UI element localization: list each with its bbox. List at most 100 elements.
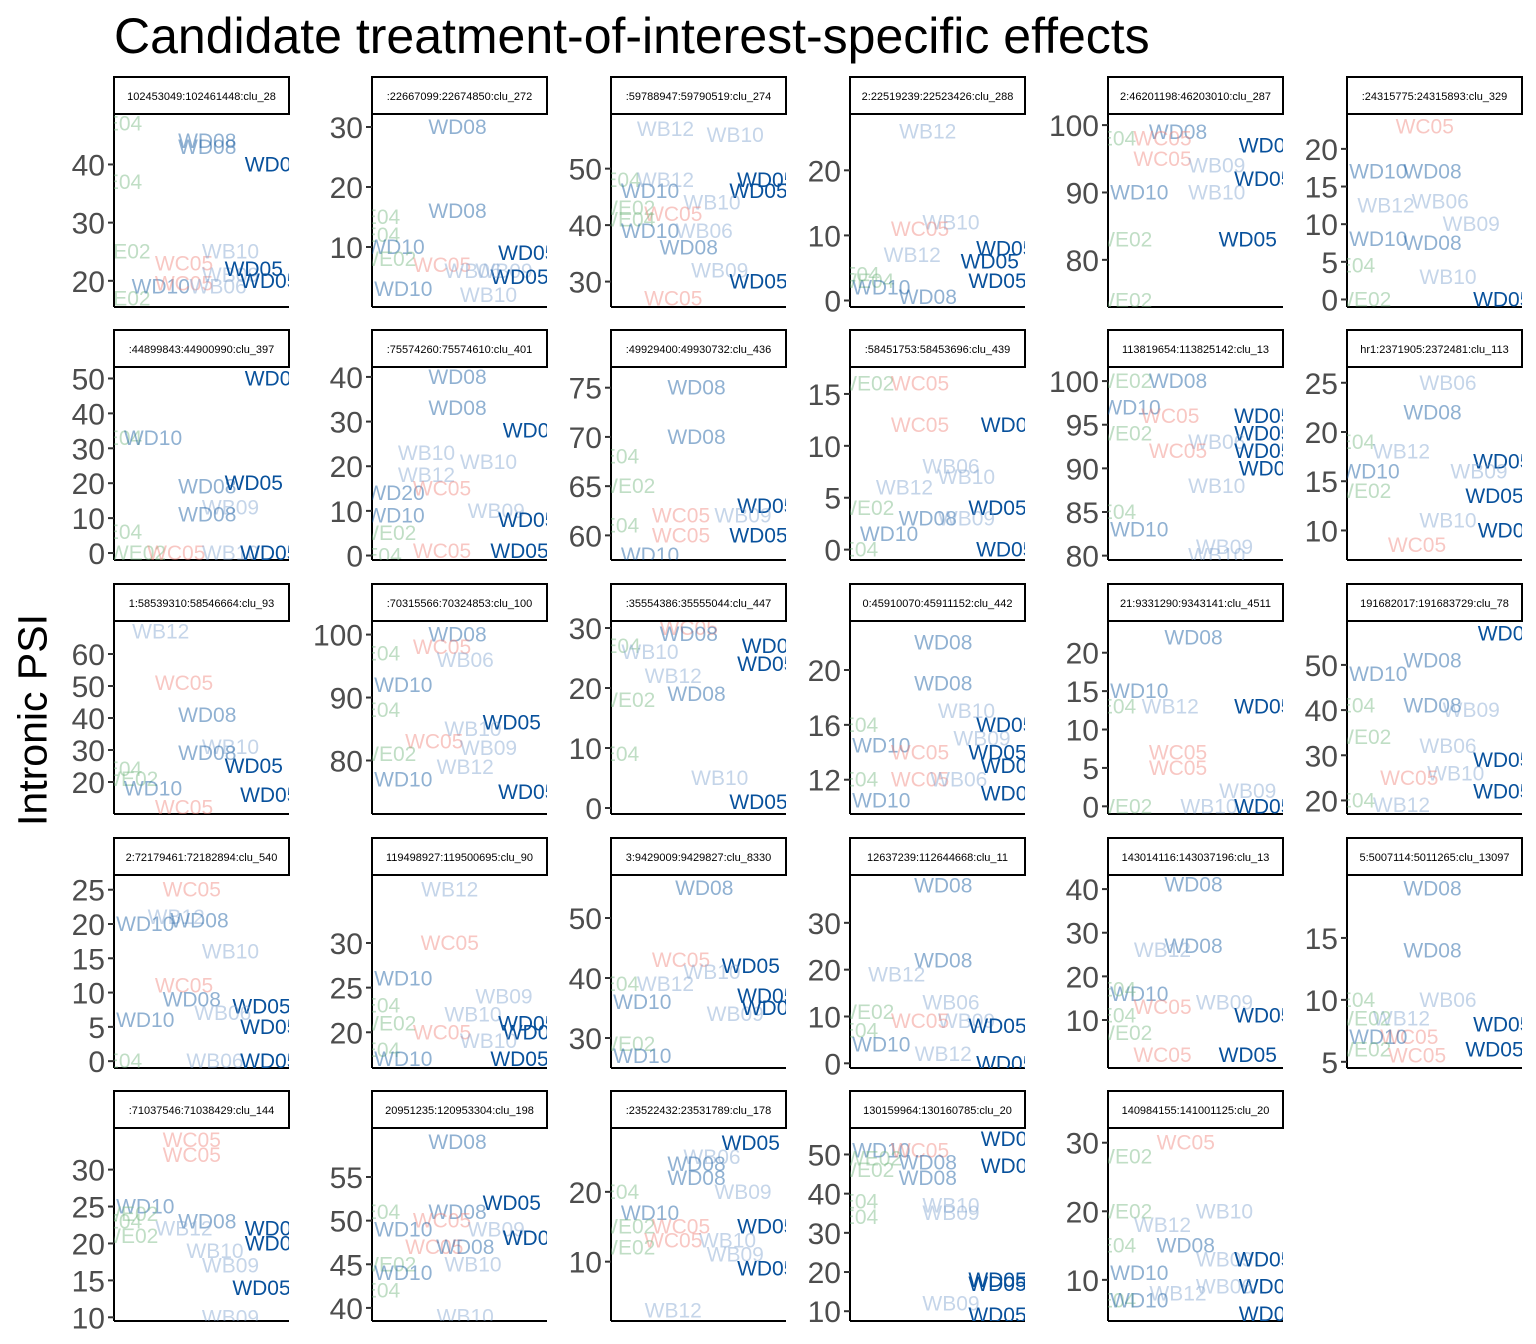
point-label: WD05	[729, 524, 787, 547]
point-label: WB09	[1219, 780, 1276, 803]
y-tick-label: 10	[1066, 1005, 1099, 1038]
facet-strip-label: :23522432:23531789:clu_178	[626, 1105, 772, 1117]
point-label: WD05	[240, 1050, 298, 1073]
y-tick-label: 40	[569, 210, 602, 243]
point-label: E04	[1338, 431, 1376, 454]
y-tick-label: 80	[1066, 541, 1099, 574]
point-label: WE02	[598, 689, 655, 712]
point-label: WC05	[652, 505, 710, 528]
point-label: WC05	[891, 1140, 949, 1163]
facet-strip-box	[113, 76, 290, 115]
facet-strip-box	[849, 76, 1026, 115]
point-label: WE02	[93, 287, 150, 310]
point-label: WC05	[155, 672, 213, 695]
y-tick-label: 40	[72, 149, 105, 182]
facet-points: WD08WD08E04E04WD10WD10WC05WE02WB10WB09WD…	[363, 116, 548, 307]
point-label: WC05	[155, 252, 213, 275]
point-label: WB10	[1196, 1200, 1253, 1223]
point-label: WD10	[1341, 460, 1399, 483]
point-label: WC05	[891, 741, 949, 764]
point-label: WB09	[922, 1202, 979, 1225]
facet-panel: :49929400:49930732:clu_436 60 65 70 75 WD08 WD…	[569, 329, 787, 561]
y-tick-label: 30	[1305, 740, 1338, 773]
point-label: WD10	[1110, 680, 1168, 703]
point-label: WB09	[1196, 536, 1253, 559]
facet-strip-label: 3:9429009:9429827:clu_8330	[626, 852, 772, 864]
point-label: WB12	[1134, 939, 1191, 962]
point-label: WD05	[245, 1218, 303, 1241]
point-label: WD10	[613, 991, 671, 1014]
point-label: WB06	[1419, 735, 1476, 758]
point-label: WB06	[676, 220, 733, 243]
point-label: WD05	[225, 258, 283, 281]
y-tick-label: 0	[88, 538, 105, 571]
point-label: WD05	[1234, 1248, 1292, 1271]
point-label: WB12	[132, 621, 189, 644]
point-label: WD08	[899, 507, 957, 530]
point-label: WD05	[232, 995, 290, 1018]
point-label: WE02	[1095, 1200, 1152, 1223]
point-label: WB12	[398, 464, 455, 487]
point-label: E04	[1338, 789, 1376, 812]
point-label: WB12	[437, 756, 494, 779]
point-label: WB12	[1373, 441, 1430, 464]
point-label: WD08	[170, 910, 228, 933]
point-label: WC05	[1133, 996, 1191, 1019]
point-label: WD05	[240, 270, 298, 293]
point-label: WD10	[1110, 518, 1168, 541]
point-label: WD05	[1473, 749, 1531, 772]
point-label: WE04	[598, 208, 656, 231]
point-label: WD05	[981, 782, 1039, 805]
point-label: E04	[602, 515, 640, 538]
y-tick-label: 20	[72, 1228, 105, 1261]
point-label: WD05	[1239, 134, 1297, 157]
point-label: WD08	[163, 988, 221, 1011]
chart-title: Candidate treatment-of-interest-specific…	[114, 8, 1150, 64]
y-tick-label: 10	[72, 978, 105, 1011]
facet-panel: 2:22519239:22523426:clu_288 0 10 20 WB12 WB10…	[808, 76, 1026, 318]
point-label: WD05	[498, 781, 556, 804]
point-label: E04	[603, 169, 641, 192]
y-tick-label: 65	[569, 471, 602, 504]
point-label: E04	[1099, 1289, 1137, 1312]
point-label: E04	[105, 758, 143, 781]
point-label: E04	[363, 994, 401, 1017]
facet-strip-box	[1346, 583, 1523, 622]
point-label: WB06	[1188, 431, 1245, 454]
point-label: E04	[841, 539, 879, 562]
point-label: WD08	[1403, 877, 1461, 900]
y-tick-label: 10	[72, 503, 105, 536]
point-label: WD08	[178, 504, 236, 527]
facet-points: E04E04WE02WE02WD10WD08WD08WC05WC05WB06WB…	[93, 115, 298, 310]
point-label: WE02	[1095, 1022, 1152, 1045]
point-label: E04	[841, 714, 879, 737]
point-label: WB10	[398, 442, 455, 465]
facet-strip-box	[371, 329, 548, 368]
point-label: WB12	[868, 963, 925, 986]
y-tick-label: 80	[330, 745, 363, 778]
y-tick-label: 16	[808, 710, 841, 743]
y-tick-label: 90	[1066, 177, 1099, 210]
point-label: WD08	[178, 476, 236, 499]
point-label: WD10	[1349, 160, 1407, 183]
point-label: WB10	[1188, 475, 1245, 498]
facet-strip-box	[610, 329, 787, 368]
point-label: E04	[363, 224, 401, 247]
point-label: WB10	[683, 192, 740, 215]
y-tick-label: 60	[569, 520, 602, 553]
point-label: WB09	[202, 1306, 259, 1329]
point-label: WC05	[163, 1129, 221, 1152]
point-label: WE02	[837, 1159, 894, 1182]
point-label: E04	[841, 769, 879, 792]
y-tick-label: 20	[330, 1017, 363, 1050]
y-tick-label: 10	[808, 1001, 841, 1034]
point-label: WD08	[428, 116, 486, 139]
point-label: WD05	[490, 266, 548, 289]
point-label: WB09	[938, 507, 995, 530]
point-label: WD08	[428, 624, 486, 647]
point-label: WD05	[961, 250, 1019, 273]
